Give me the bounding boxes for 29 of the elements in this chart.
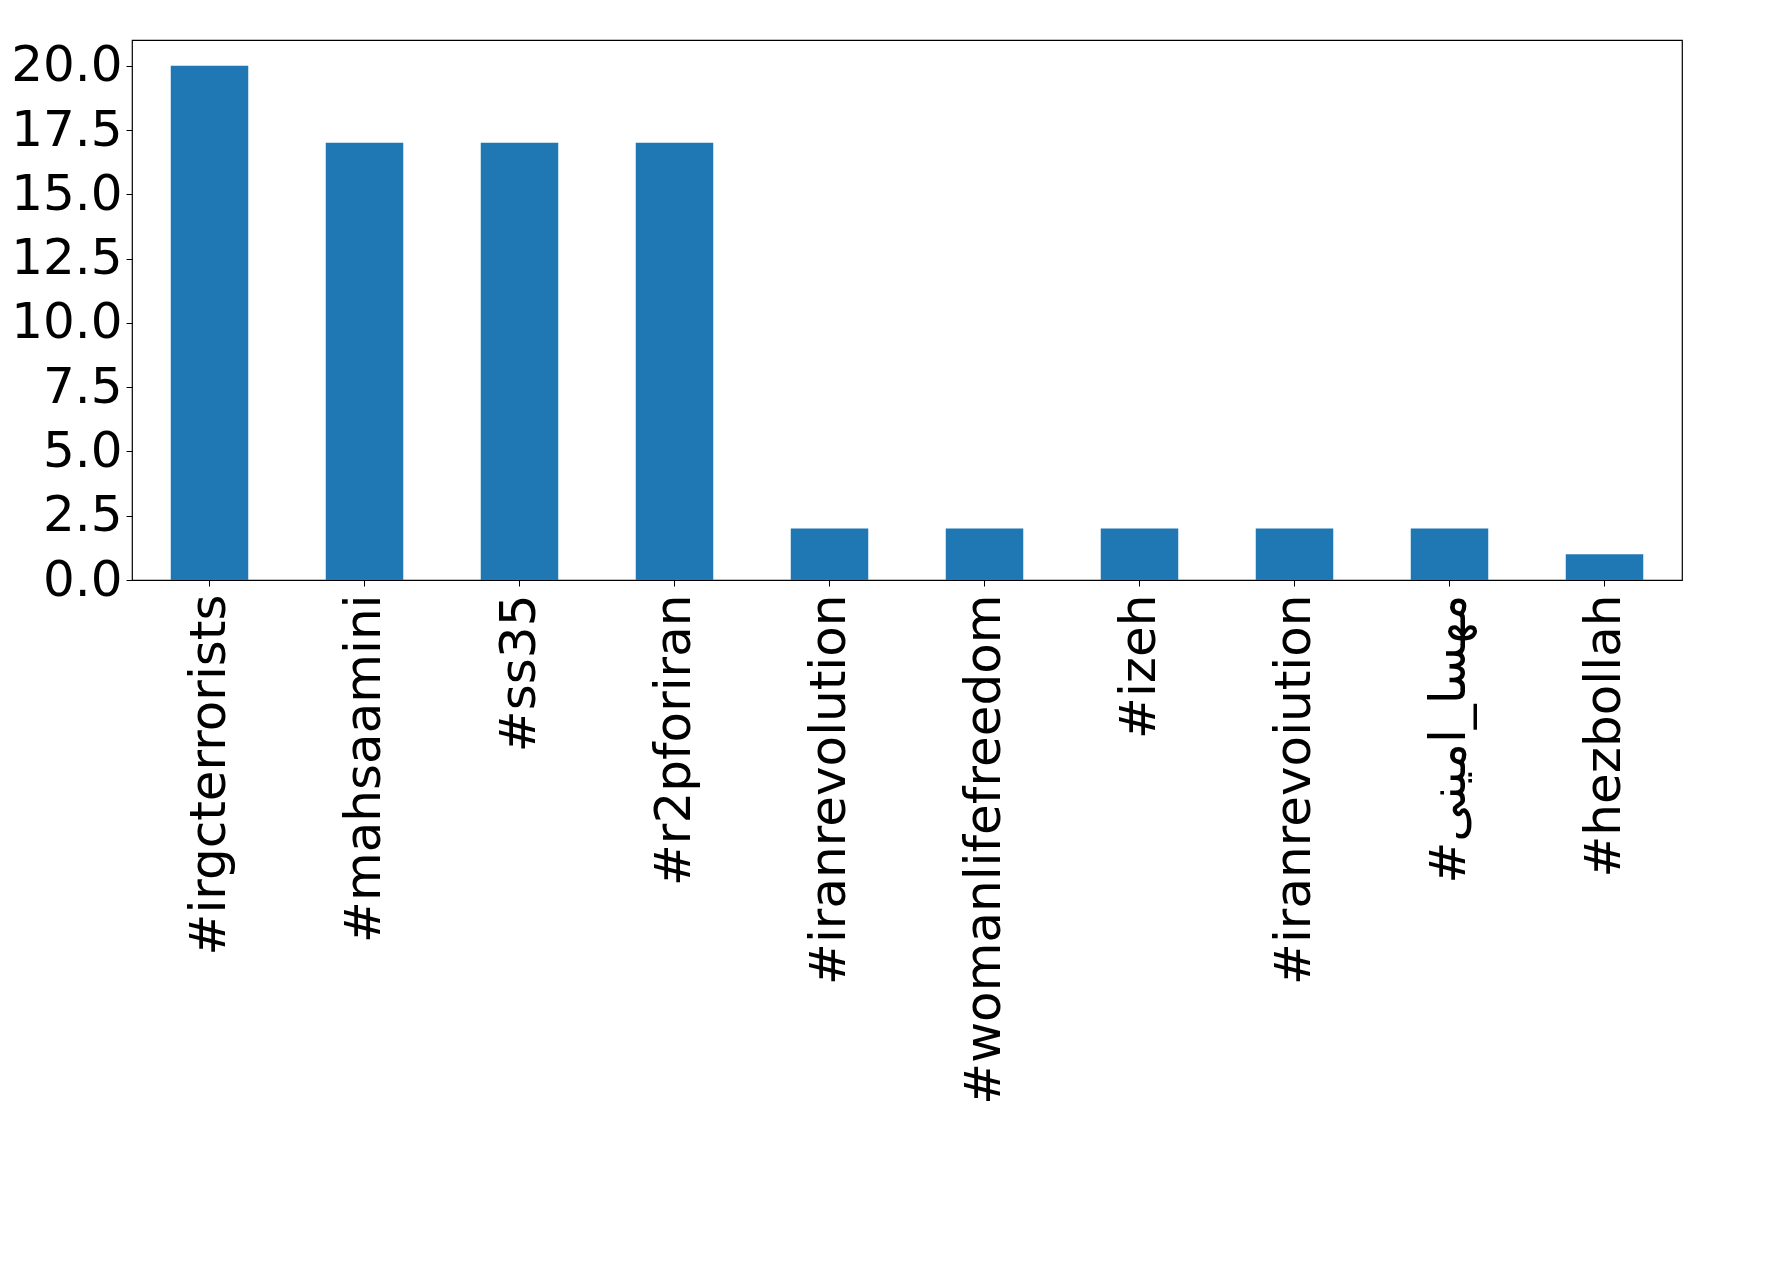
y-tick-label: 15.0 <box>11 163 123 222</box>
y-tick-label: 20.0 <box>11 35 123 94</box>
y-tick-label: 7.5 <box>42 356 123 415</box>
x-tick-label: #r2pforiran <box>643 594 702 887</box>
bar <box>635 142 714 580</box>
bar <box>1410 528 1489 580</box>
bar <box>1100 528 1179 580</box>
x-tick-label: #izeh <box>1108 594 1167 739</box>
bar <box>945 528 1024 580</box>
bar <box>1565 554 1644 580</box>
y-tick-label: 0.0 <box>42 549 123 608</box>
bar <box>325 142 404 580</box>
y-tick-label: 12.5 <box>11 228 123 287</box>
bar <box>480 142 559 580</box>
x-tick-label: #womanlifefreedom <box>953 594 1012 1105</box>
y-tick-label: 2.5 <box>42 485 123 544</box>
bar <box>790 528 869 580</box>
x-tick-label: #مهسا_امینی <box>1418 594 1478 884</box>
y-tick-label: 5.0 <box>42 420 123 479</box>
x-tick-label: #ss35 <box>488 594 547 753</box>
y-tick-label: 17.5 <box>11 99 123 158</box>
x-tick-label: #irgcterrorists <box>178 594 237 956</box>
x-tick-label: #mahsaamini <box>333 594 392 943</box>
x-tick-label: #iranrevoiution <box>1263 594 1322 985</box>
y-tick-label: 10.0 <box>11 292 123 351</box>
bar <box>1255 528 1334 580</box>
x-tick-label: #iranrevolution <box>798 594 857 985</box>
bar <box>170 65 249 580</box>
x-tick-label: #hezbollah <box>1573 594 1632 878</box>
